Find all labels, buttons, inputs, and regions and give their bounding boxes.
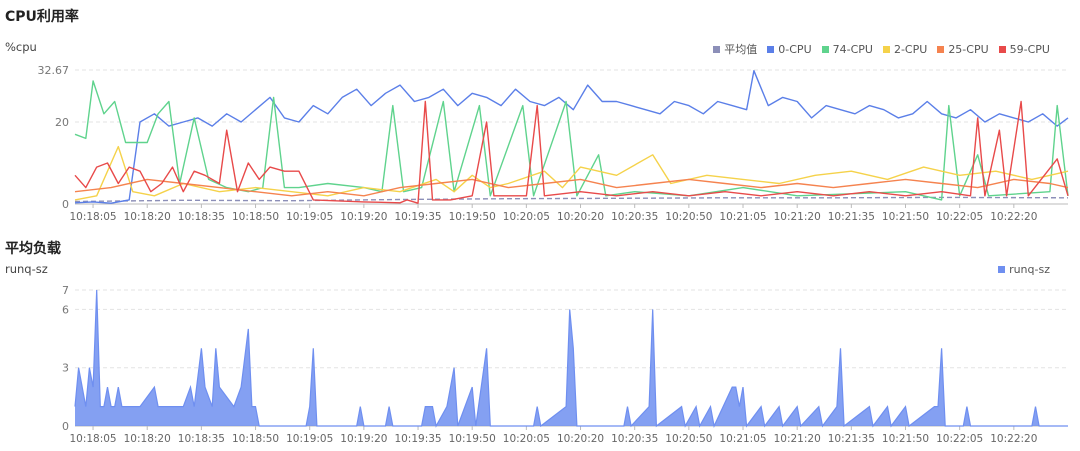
- legend-item[interactable]: 0-CPU: [767, 42, 812, 56]
- cpu-chart: 0 20 32.67 10:18:05 10:18:20 10:18:35 10:18:50…: [38, 64, 1069, 223]
- x-tick-label: 10:20:20: [557, 433, 604, 445]
- x-tick-label: 10:20:05: [503, 211, 550, 223]
- cpu-panel: CPU利用率 %cpu 平均值 0-CPU 74-CPU 2-CPU 25-CPU 59-…: [5, 9, 1069, 223]
- x-tick-label: 10:18:35: [178, 433, 225, 445]
- x-tick-label: 10:20:20: [557, 211, 604, 223]
- load-panel-title: 平均负载: [5, 241, 61, 257]
- legend-item[interactable]: 2-CPU: [882, 42, 928, 56]
- y-tick-label: 0: [62, 420, 69, 433]
- series-line: [74, 145, 1069, 201]
- series-line: [74, 178, 1069, 197]
- x-tick-label: 10:20:50: [665, 433, 712, 445]
- x-tick-label: 10:19:05: [286, 433, 333, 445]
- legend-label: 2-CPU: [893, 42, 928, 56]
- series-line: [74, 196, 1069, 203]
- x-tick-label: 10:22:20: [990, 433, 1037, 445]
- x-tick-label: 10:18:50: [232, 211, 279, 223]
- x-tick-label: 10:21:50: [882, 211, 929, 223]
- x-tick-label: 10:21:05: [719, 211, 766, 223]
- load-legend: runq-sz: [998, 263, 1050, 276]
- x-tick-label: 10:18:05: [69, 211, 116, 223]
- x-tick-label: 10:21:35: [828, 211, 875, 223]
- x-tick-label: 10:19:20: [340, 211, 387, 223]
- legend-label: 74-CPU: [832, 42, 873, 56]
- x-tick-label: 10:21:50: [882, 433, 929, 445]
- x-tick-label: 10:21:20: [774, 433, 821, 445]
- x-tick-label: 10:20:35: [611, 433, 658, 445]
- series-line: [74, 70, 1069, 204]
- x-tick-label: 10:20:05: [503, 433, 550, 445]
- x-tick-label: 10:18:20: [124, 211, 171, 223]
- y-tick-label: 20: [55, 116, 69, 129]
- y-tick-label: 32.67: [38, 64, 70, 77]
- legend-label: runq-sz: [1009, 263, 1050, 276]
- legend-swatch: [937, 45, 945, 53]
- legend-item[interactable]: 74-CPU: [821, 42, 873, 56]
- series-line: [74, 100, 1069, 204]
- legend-label: 平均值: [724, 43, 758, 56]
- x-tick-label: 10:18:35: [178, 211, 225, 223]
- legend-swatch: [821, 45, 829, 53]
- cpu-panel-title: CPU利用率: [5, 9, 79, 25]
- x-tick-label: 10:21:05: [719, 433, 766, 445]
- legend-label: 0-CPU: [778, 42, 812, 56]
- series-area: [75, 290, 1068, 426]
- x-tick-label: 10:20:50: [665, 211, 712, 223]
- legend-swatch: [882, 45, 890, 53]
- legend-swatch: [998, 45, 1006, 53]
- y-tick-label: 7: [62, 284, 69, 297]
- y-tick-label: 3: [62, 362, 69, 375]
- series-line: [74, 80, 1069, 201]
- x-tick-label: 10:19:50: [449, 433, 496, 445]
- legend-item[interactable]: 59-CPU: [998, 42, 1050, 56]
- load-panel-unit: runq-sz: [5, 262, 48, 276]
- load-panel: 平均负载 runq-sz runq-sz 0 3 6 7 10:18:05 10:18:2…: [0, 230, 1080, 451]
- series-line: [74, 289, 1068, 428]
- load-chart: 0 3 6 7 10:18:05 10:18:20 10:18:35 10:18:50 10:1…: [62, 284, 1068, 445]
- legend-item[interactable]: runq-sz: [998, 263, 1050, 276]
- cpu-panel-unit: %cpu: [5, 40, 37, 54]
- x-tick-label: 10:22:05: [936, 211, 983, 223]
- x-tick-label: 10:19:35: [394, 433, 441, 445]
- x-tick-label: 10:22:05: [936, 433, 983, 445]
- x-tick-label: 10:20:35: [611, 211, 658, 223]
- cpu-legend: 平均值 0-CPU 74-CPU 2-CPU 25-CPU 59-CPU: [713, 41, 1050, 57]
- y-tick-label: 0: [62, 198, 69, 211]
- legend-item[interactable]: 平均值: [713, 41, 757, 57]
- x-tick-label: 10:22:20: [990, 211, 1037, 223]
- legend-label: 59-CPU: [1009, 42, 1050, 56]
- legend-label: 25-CPU: [948, 42, 989, 56]
- x-tick-label: 10:18:50: [232, 433, 279, 445]
- x-tick-label: 10:18:05: [69, 433, 116, 445]
- legend-swatch: [713, 45, 721, 53]
- x-tick-label: 10:19:05: [286, 211, 333, 223]
- x-tick-label: 10:19:20: [340, 433, 387, 445]
- legend-swatch: [767, 45, 775, 53]
- x-tick-label: 10:21:35: [828, 433, 875, 445]
- legend-swatch: [998, 266, 1006, 273]
- y-tick-label: 6: [62, 303, 69, 316]
- x-tick-label: 10:21:20: [774, 211, 821, 223]
- x-tick-label: 10:18:20: [124, 433, 171, 445]
- x-tick-label: 10:19:35: [394, 211, 441, 223]
- x-tick-label: 10:19:50: [449, 211, 496, 223]
- legend-item[interactable]: 25-CPU: [937, 42, 989, 56]
